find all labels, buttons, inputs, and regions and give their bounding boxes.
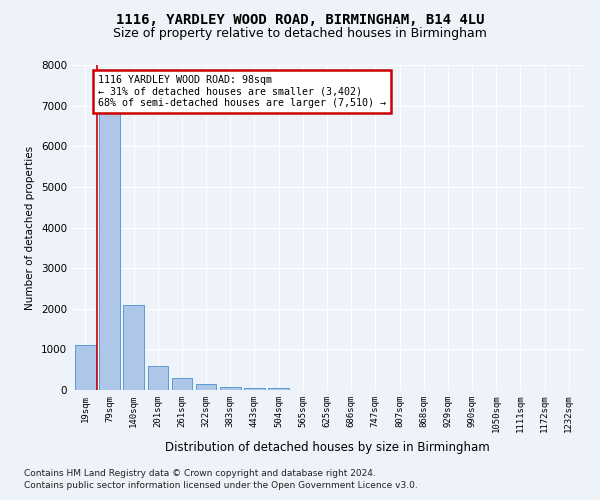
Text: Contains HM Land Registry data © Crown copyright and database right 2024.: Contains HM Land Registry data © Crown c…	[24, 468, 376, 477]
Bar	[172, 378, 192, 390]
Bar	[99, 86, 120, 390]
Bar	[75, 346, 95, 390]
Text: Size of property relative to detached houses in Birmingham: Size of property relative to detached ho…	[113, 28, 487, 40]
Bar	[268, 388, 289, 390]
Bar	[244, 388, 265, 390]
X-axis label: Distribution of detached houses by size in Birmingham: Distribution of detached houses by size …	[164, 441, 490, 454]
Bar	[220, 387, 241, 390]
Bar	[196, 384, 217, 390]
Text: Contains public sector information licensed under the Open Government Licence v3: Contains public sector information licen…	[24, 481, 418, 490]
Bar	[124, 304, 144, 390]
Text: 1116 YARDLEY WOOD ROAD: 98sqm
← 31% of detached houses are smaller (3,402)
68% o: 1116 YARDLEY WOOD ROAD: 98sqm ← 31% of d…	[98, 75, 386, 108]
Y-axis label: Number of detached properties: Number of detached properties	[25, 146, 35, 310]
Bar	[148, 366, 168, 390]
Text: 1116, YARDLEY WOOD ROAD, BIRMINGHAM, B14 4LU: 1116, YARDLEY WOOD ROAD, BIRMINGHAM, B14…	[116, 12, 484, 26]
